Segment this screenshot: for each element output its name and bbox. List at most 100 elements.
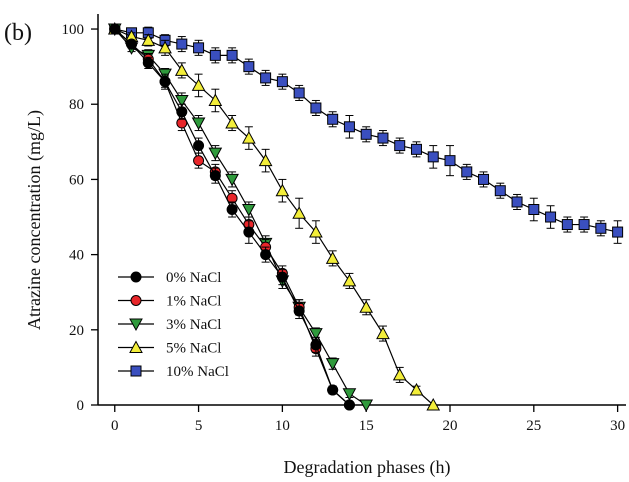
data-point	[225, 115, 239, 129]
legend-label: 0% NaCl	[166, 270, 221, 286]
data-point	[293, 87, 305, 99]
data-point	[343, 121, 355, 133]
data-point	[292, 206, 306, 219]
x-tick-label: 20	[443, 418, 458, 434]
data-point	[226, 49, 238, 61]
data-point	[578, 219, 590, 231]
data-point	[561, 219, 573, 231]
data-point	[528, 204, 540, 215]
data-point	[242, 204, 256, 217]
data-point	[359, 300, 374, 313]
data-point	[325, 251, 340, 264]
x-tick-labels: 0 5 10 15 20 25 30	[111, 418, 625, 434]
data-point	[209, 49, 221, 61]
data-point	[427, 151, 439, 163]
data-point	[392, 367, 407, 381]
data-point	[360, 128, 372, 140]
data-point	[359, 399, 374, 413]
legend-label: 5% NaCl	[166, 341, 221, 357]
data-point	[109, 23, 121, 35]
data-point	[511, 196, 523, 208]
legend-label: 1% NaCl	[166, 294, 221, 310]
legend-marker	[130, 295, 142, 306]
data-point	[260, 72, 272, 84]
data-point	[327, 384, 339, 396]
data-point	[612, 226, 624, 238]
data-point	[309, 328, 323, 341]
data-point	[225, 173, 239, 187]
data-point	[478, 173, 490, 185]
data-point	[126, 38, 138, 50]
data-point	[174, 94, 189, 108]
series-5-nacl	[107, 21, 441, 411]
y-tick-label: 0	[77, 398, 85, 414]
data-point	[342, 273, 357, 287]
data-point	[276, 271, 288, 283]
data-point	[193, 155, 205, 167]
data-point	[327, 113, 339, 125]
data-point	[209, 170, 221, 182]
series-3-nacl	[107, 23, 374, 413]
data-point	[260, 249, 272, 261]
data-point	[276, 76, 288, 88]
data-point	[226, 204, 238, 215]
data-point	[444, 155, 456, 167]
data-point	[394, 140, 406, 152]
series-0-nacl	[109, 23, 355, 411]
data-point	[191, 117, 206, 131]
legend-label: 3% NaCl	[166, 317, 221, 333]
x-tick-label: 5	[195, 418, 203, 434]
data-point	[176, 38, 188, 50]
x-tick-label: 15	[359, 418, 374, 434]
legend-item: 0% NaCl	[118, 270, 221, 286]
data-point	[176, 106, 188, 118]
data-point	[158, 40, 172, 54]
data-point	[343, 399, 355, 411]
data-point	[193, 140, 205, 152]
y-tick-label: 60	[69, 172, 84, 188]
data-point	[426, 397, 441, 411]
data-point	[142, 57, 154, 69]
data-point	[325, 358, 340, 371]
data-point	[342, 388, 357, 401]
x-tick-label: 10	[275, 418, 290, 434]
data-point	[376, 326, 390, 340]
data-point	[159, 76, 171, 88]
y-tick-label: 80	[69, 97, 84, 113]
y-tick-label: 20	[69, 323, 84, 339]
data-point	[243, 61, 255, 73]
data-point	[595, 222, 607, 234]
legend-label: 10% NaCl	[166, 364, 229, 380]
legend-marker	[130, 365, 142, 377]
y-tick-label: 100	[62, 22, 85, 38]
legend-item: 5% NaCl	[118, 340, 221, 357]
legend-item: 1% NaCl	[118, 294, 221, 310]
legend-item: 10% NaCl	[118, 364, 229, 380]
data-point	[409, 382, 424, 396]
x-axis-label: Degradation phases (h)	[284, 457, 451, 478]
data-point	[377, 132, 389, 144]
panel-label: (b)	[4, 20, 32, 46]
data-point	[310, 339, 322, 351]
plot-area	[107, 21, 624, 413]
data-point	[258, 153, 273, 167]
legend-marker	[129, 318, 143, 332]
legend-marker	[130, 271, 142, 283]
x-tick-label: 0	[111, 418, 119, 434]
data-point	[191, 78, 206, 91]
data-point	[174, 63, 189, 76]
data-point	[461, 166, 473, 178]
legend: 0% NaCl 1% NaCl 3% NaCl 5% NaCl 10% NaCl	[118, 270, 229, 380]
data-point	[208, 93, 223, 106]
data-point	[141, 33, 156, 46]
data-point	[494, 185, 506, 197]
legend-item: 3% NaCl	[118, 317, 221, 333]
data-point	[293, 305, 305, 317]
data-point	[410, 143, 422, 155]
series-line	[114, 28, 367, 406]
x-tick-label: 30	[610, 418, 625, 434]
y-axis-label: Atrazine concentration (mg/L)	[24, 110, 45, 330]
y-tick-labels: 0 20 40 60 80 100	[62, 22, 85, 414]
data-point	[208, 147, 223, 161]
